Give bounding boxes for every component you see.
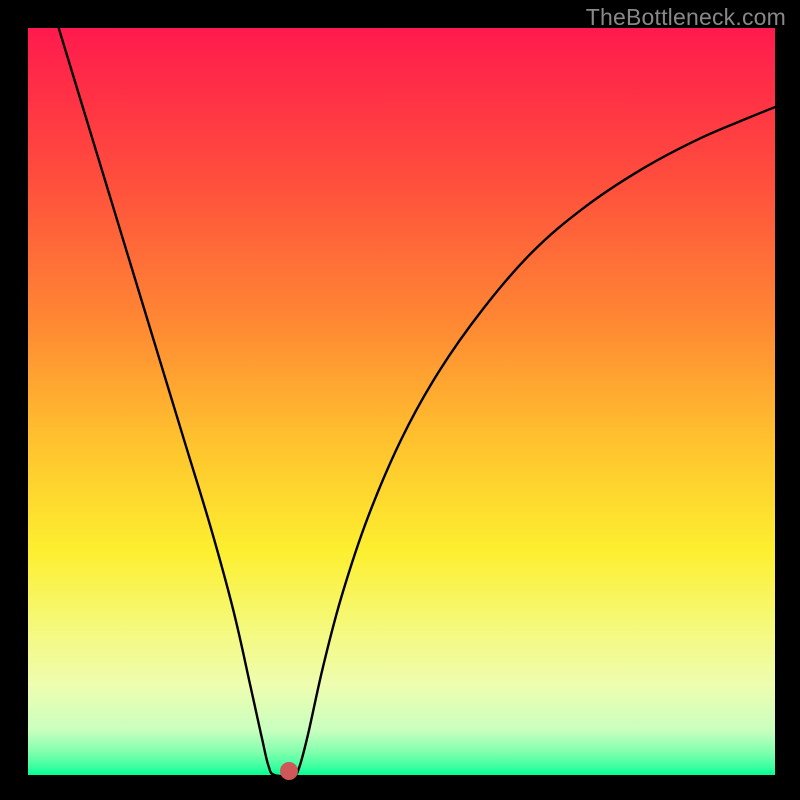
watermark-text: TheBottleneck.com (586, 4, 786, 31)
curve-layer (28, 28, 775, 775)
optimal-point-marker (280, 762, 298, 780)
plot-area (28, 28, 775, 775)
bottleneck-curve (54, 28, 775, 775)
